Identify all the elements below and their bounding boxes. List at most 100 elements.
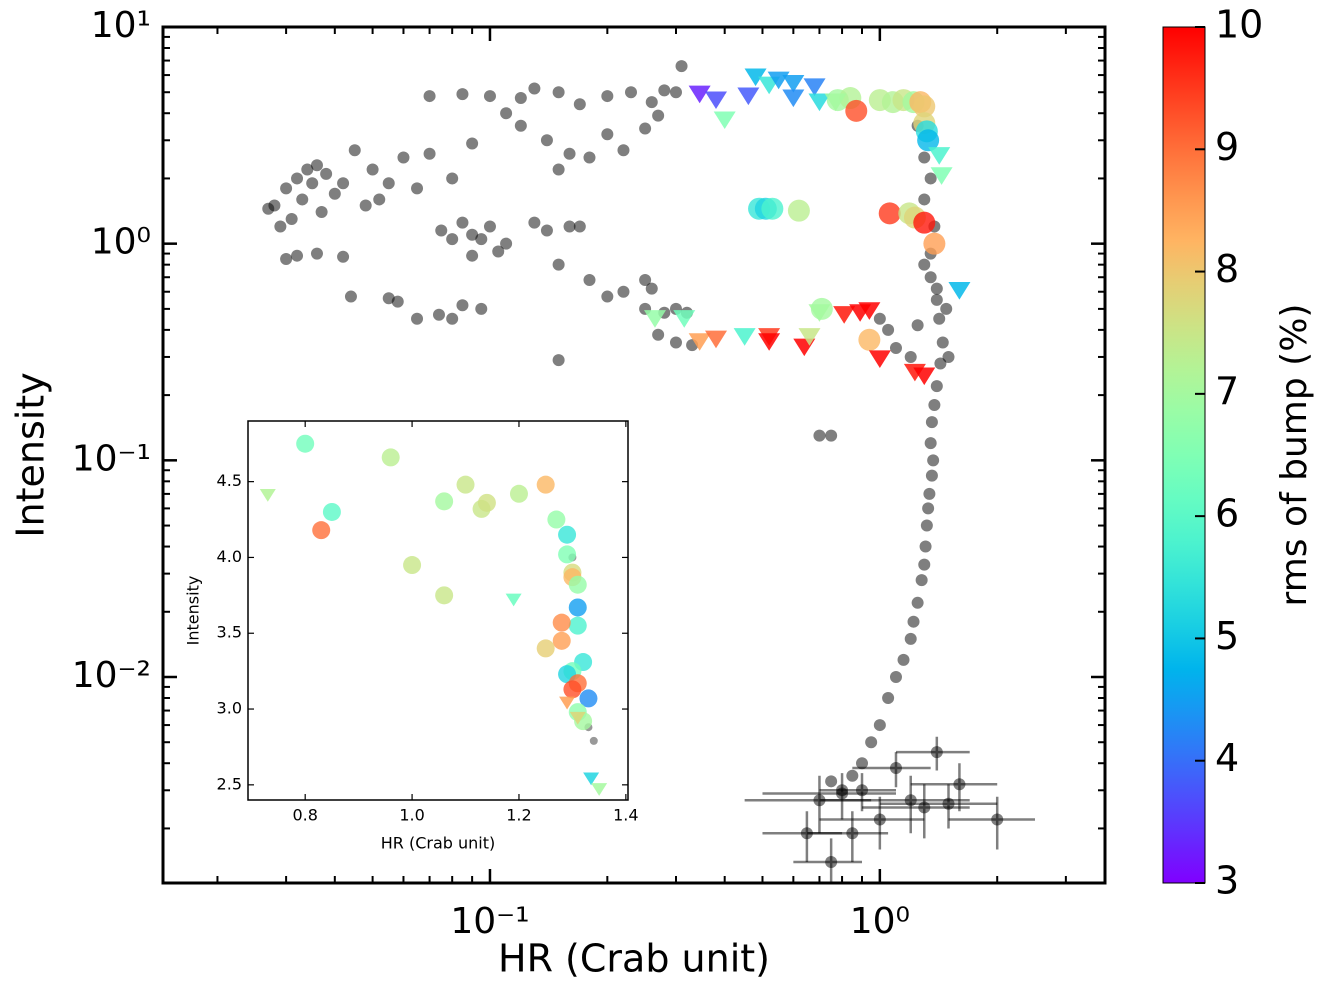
colorbar-tick-label: 9: [1215, 125, 1239, 169]
black-point: [911, 319, 924, 332]
black-point: [432, 308, 445, 321]
black-point: [669, 86, 682, 99]
black-point: [846, 827, 859, 840]
triangle-point: [583, 772, 600, 786]
black-point: [583, 151, 596, 164]
x-axis-label: HR (Crab unit): [498, 937, 770, 981]
black-point: [675, 60, 688, 73]
y-tick-label: 2.5: [217, 774, 242, 793]
black-point: [639, 273, 652, 286]
colored-point: [536, 475, 555, 494]
black-point: [915, 574, 928, 587]
black-point: [291, 172, 304, 185]
triangle-point: [733, 328, 756, 346]
black-point: [617, 144, 630, 157]
black-point: [320, 167, 333, 180]
black-point: [922, 502, 935, 515]
black-point: [466, 137, 479, 150]
black-point: [846, 769, 859, 782]
black-point: [344, 290, 357, 303]
x-tick-label: 1.4: [613, 806, 638, 825]
black-point: [652, 328, 665, 341]
black-point: [930, 282, 943, 295]
black-point: [456, 216, 469, 229]
black-point: [645, 282, 658, 295]
black-point: [328, 187, 341, 200]
colored-point: [917, 129, 940, 152]
black-point: [348, 144, 361, 157]
black-point: [856, 784, 869, 797]
black-point: [514, 92, 527, 105]
black-point: [936, 336, 949, 349]
black-point: [411, 312, 424, 325]
black-point: [933, 312, 946, 325]
y-tick-label: 3.5: [217, 623, 242, 642]
black-point: [873, 719, 886, 732]
triangle-point: [930, 167, 953, 185]
black-point: [924, 437, 937, 450]
black-point: [904, 350, 917, 363]
black-point: [918, 193, 931, 206]
black-point: [446, 233, 459, 246]
black-point: [889, 762, 902, 775]
black-point: [918, 558, 931, 571]
triangle-point: [858, 302, 881, 320]
black-point: [483, 90, 496, 103]
black-point: [446, 172, 459, 185]
black-point: [382, 292, 395, 305]
black-point: [925, 416, 938, 429]
y-tick-label: 4.5: [217, 471, 242, 490]
black-point: [934, 357, 947, 370]
triangle-point: [673, 310, 696, 328]
black-point: [645, 96, 658, 109]
black-point: [865, 736, 878, 749]
black-point: [310, 159, 323, 172]
triangle-point: [913, 367, 936, 386]
black-point: [856, 757, 869, 770]
black-point: [366, 163, 379, 176]
black-point: [552, 258, 565, 271]
triangle-point: [782, 74, 805, 93]
black-point: [889, 670, 902, 683]
black-point: [924, 271, 937, 284]
y-tick-label: 10¹: [91, 5, 151, 46]
black-point: [882, 323, 895, 336]
triangle-point: [559, 696, 576, 710]
colored-point: [568, 575, 587, 594]
triangle-point: [948, 282, 971, 300]
triangle-point: [705, 330, 728, 349]
black-point: [337, 177, 350, 190]
black-point: [475, 302, 488, 315]
black-point: [315, 206, 328, 219]
x-tick-label: 1.0: [399, 806, 424, 825]
black-point: [601, 290, 614, 303]
colored-point: [761, 197, 784, 220]
black-point: [262, 202, 275, 215]
triangle-point: [643, 310, 666, 328]
black-point: [423, 147, 436, 160]
colored-point: [381, 448, 400, 467]
black-point: [923, 487, 936, 500]
black-point: [423, 90, 436, 103]
inset-background: [248, 421, 628, 800]
colored-point: [913, 211, 936, 234]
black-point: [435, 224, 448, 237]
colored-point: [558, 525, 577, 544]
y-tick-label: 4.0: [217, 547, 242, 566]
black-point: [483, 220, 496, 233]
black-point: [930, 746, 943, 759]
colorbar-tick-label: 7: [1215, 369, 1239, 413]
y-tick-label: 3.0: [217, 699, 242, 718]
colored-point: [296, 434, 315, 453]
x-tick-label: 10⁻¹: [450, 901, 529, 942]
black-point: [813, 429, 826, 442]
black-point: [359, 199, 372, 212]
black-point: [918, 151, 931, 164]
triangle-point: [591, 783, 608, 796]
triangle-point: [803, 78, 826, 96]
black-point: [825, 429, 838, 442]
black-point: [911, 596, 924, 609]
black-point: [475, 233, 488, 246]
black-point: [391, 295, 404, 308]
